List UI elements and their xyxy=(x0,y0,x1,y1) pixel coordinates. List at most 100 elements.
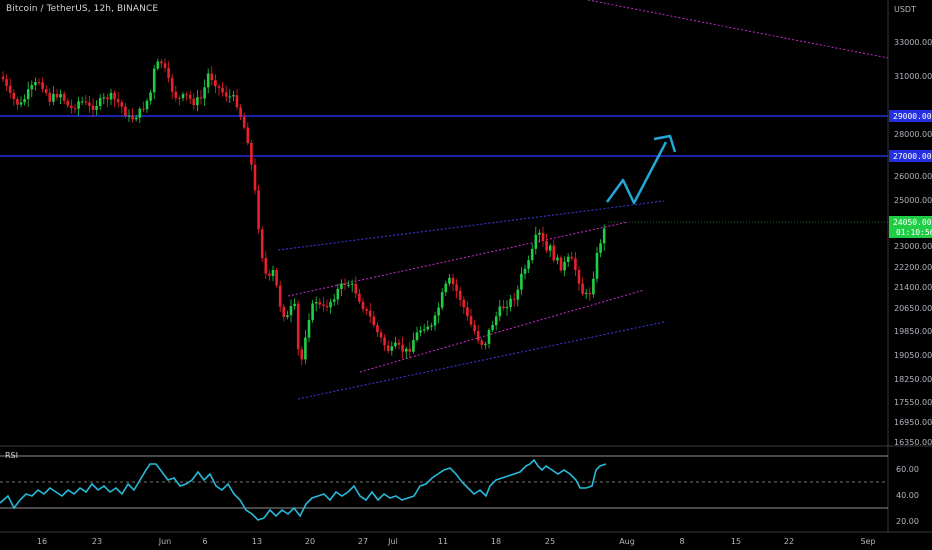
candle-body xyxy=(1,76,5,80)
candle-body xyxy=(512,298,516,300)
current-price-badge xyxy=(889,216,932,238)
candle-body xyxy=(142,108,145,110)
candle-body xyxy=(379,332,383,338)
price-tick-label: 28000.00 xyxy=(894,130,932,139)
level-badge-29000 xyxy=(889,110,932,122)
candle-body xyxy=(138,108,142,118)
candle-body xyxy=(426,326,430,330)
arrow-head-icon xyxy=(653,134,677,153)
candle-body xyxy=(602,228,606,244)
candle-body xyxy=(433,315,437,326)
candle-body xyxy=(55,93,59,98)
channel-inner-upper[interactable] xyxy=(287,221,629,297)
candle-body xyxy=(401,344,404,352)
candle-body xyxy=(116,99,120,103)
candle-body xyxy=(77,101,80,109)
candle-body xyxy=(469,316,473,325)
candle-body xyxy=(300,349,304,360)
candle-body xyxy=(257,190,260,230)
level-label-29000: 29000.00 xyxy=(893,112,932,121)
candle-body xyxy=(127,115,131,117)
rsi-line xyxy=(0,458,607,521)
price-tick-label: 25000.00 xyxy=(894,196,932,205)
candle-body xyxy=(253,164,257,191)
candle-body xyxy=(73,107,77,109)
candle-body xyxy=(318,302,322,305)
candle-body xyxy=(282,306,286,318)
candle-body xyxy=(336,288,340,300)
candle-body xyxy=(304,337,307,360)
price-tick-label: 18250.00 xyxy=(894,375,932,384)
time-tick-label: 25 xyxy=(545,537,555,546)
candle-body xyxy=(480,340,484,345)
candle-body xyxy=(12,92,16,100)
channel-outer-upper[interactable] xyxy=(277,200,665,251)
candle-body xyxy=(422,329,426,331)
candle-body xyxy=(361,301,365,310)
level-label-27000: 27000.00 xyxy=(893,152,932,161)
time-tick-label: 23 xyxy=(92,537,102,546)
candle-body xyxy=(19,102,23,105)
candle-body xyxy=(152,68,156,93)
candle-body xyxy=(559,257,563,271)
candle-body xyxy=(174,91,178,98)
price-tick-label: 16950.00 xyxy=(894,418,932,427)
candle-body xyxy=(113,92,116,100)
channel-inner-lower[interactable] xyxy=(359,289,645,373)
price-tick-label: 33000.00 xyxy=(894,38,932,47)
candle-body xyxy=(199,97,203,99)
current-price-label: 24050.00 xyxy=(893,218,932,227)
candle-body xyxy=(376,325,379,333)
candle-body xyxy=(437,307,440,316)
price-tick-label: 16350.00 xyxy=(894,438,932,447)
candle-body xyxy=(260,229,264,259)
candle-body xyxy=(430,325,433,327)
candle-body xyxy=(566,256,570,262)
candle-body xyxy=(217,86,221,88)
rsi-tick-label: 40.00 xyxy=(896,491,919,500)
candle-body xyxy=(102,97,106,99)
time-tick-label: 11 xyxy=(438,537,448,546)
candle-body xyxy=(62,93,66,101)
candle-body xyxy=(37,82,41,84)
channel-outer-lower[interactable] xyxy=(297,321,665,400)
candle-body xyxy=(394,342,397,347)
price-tick-label: 20650.00 xyxy=(894,304,932,313)
rsi-tick-label: 20.00 xyxy=(896,517,919,526)
candle-body xyxy=(451,277,455,285)
time-tick-label: 16 xyxy=(37,537,47,546)
candle-body xyxy=(386,345,390,351)
time-tick-label: 27 xyxy=(358,537,368,546)
candle-body xyxy=(325,305,329,308)
candle-body xyxy=(275,270,278,286)
candle-body xyxy=(48,92,52,102)
projection-arrow[interactable] xyxy=(605,141,668,205)
candle-body xyxy=(466,307,469,317)
candle-body xyxy=(527,260,530,269)
candle-body xyxy=(246,127,250,144)
time-tick-label: Sep xyxy=(860,537,875,546)
candle-body xyxy=(228,96,232,98)
candle-body xyxy=(592,278,595,295)
bar-countdown: 01:10:56 xyxy=(896,228,932,237)
candle-body xyxy=(473,324,476,332)
candle-body xyxy=(167,67,170,78)
candle-body xyxy=(206,73,210,88)
candle-body xyxy=(289,306,293,316)
candle-body xyxy=(588,292,592,295)
candle-body xyxy=(268,273,271,276)
candle-body xyxy=(250,143,253,165)
price-tick-label: 19850.00 xyxy=(894,327,932,336)
candle-body xyxy=(210,73,214,81)
descending-trendline[interactable] xyxy=(587,0,889,59)
candle-body xyxy=(502,306,505,309)
candle-body xyxy=(59,93,62,98)
candle-body xyxy=(487,329,491,344)
candle-body xyxy=(192,98,196,106)
rsi-axis-ticks: 60.00 40.00 20.00 xyxy=(896,465,919,526)
candle-body xyxy=(23,99,26,103)
candle-body xyxy=(347,284,350,286)
candle-body xyxy=(224,92,228,97)
candle-body xyxy=(181,94,185,99)
